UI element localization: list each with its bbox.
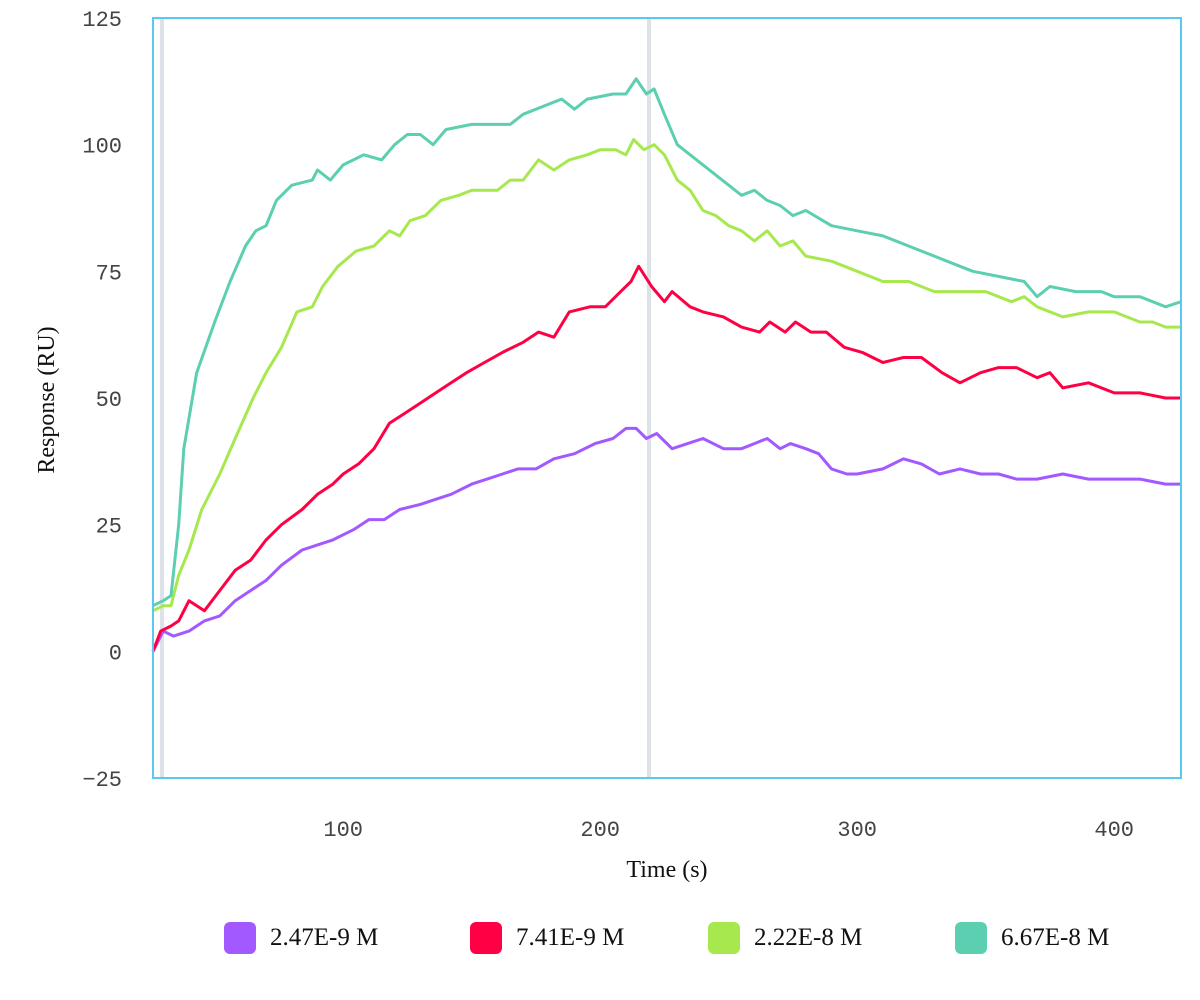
y-tick-label: 75 xyxy=(96,261,122,286)
series-line-6.67e-8-m xyxy=(152,77,1182,608)
legend-swatch xyxy=(955,922,987,954)
legend-item-2.22e-8[interactable]: 2.22E-8 M xyxy=(708,918,862,958)
legend-item-6.67e-8[interactable]: 6.67E-8 M xyxy=(955,918,1109,958)
y-tick-label: 100 xyxy=(82,135,122,160)
legend-swatch xyxy=(224,922,256,954)
y-axis-title: Response (RU) xyxy=(34,326,60,473)
legend: 2.47E-9 M 7.41E-9 M 2.22E-8 M 6.67E-8 M xyxy=(0,918,1200,958)
legend-item-2.47e-9[interactable]: 2.47E-9 M xyxy=(224,918,378,958)
y-tick-label: −25 xyxy=(82,768,122,793)
x-tick-label: 400 xyxy=(1094,818,1134,843)
series-line-2.47e-9-m xyxy=(151,426,1181,652)
legend-label: 7.41E-9 M xyxy=(516,924,625,951)
x-tick-label: 100 xyxy=(323,818,363,843)
x-tick-label: 300 xyxy=(837,818,877,843)
y-axis-ticks: −25 0 25 50 75 100 125 xyxy=(82,8,122,793)
legend-label: 2.47E-9 M xyxy=(270,924,379,951)
legend-label: 6.67E-8 M xyxy=(1001,924,1110,951)
y-tick-label: 25 xyxy=(96,515,122,540)
series-line-2.22e-8-m xyxy=(152,138,1181,613)
x-axis-title: Time (s) xyxy=(626,857,707,883)
y-tick-label: 125 xyxy=(82,8,122,33)
injection-markers xyxy=(159,18,652,778)
legend-swatch xyxy=(708,922,740,954)
x-tick-label: 200 xyxy=(580,818,620,843)
legend-swatch xyxy=(470,922,502,954)
x-axis-ticks: 100 200 300 400 xyxy=(323,818,1134,843)
legend-label: 2.22E-8 M xyxy=(754,924,863,951)
y-tick-label: 0 xyxy=(109,641,122,666)
series-lines xyxy=(151,77,1182,652)
legend-item-7.41e-9[interactable]: 7.41E-9 M xyxy=(470,918,624,958)
plot-frame xyxy=(152,17,1182,779)
series-line-7.41e-9-m xyxy=(151,264,1181,652)
y-tick-label: 50 xyxy=(96,388,122,413)
